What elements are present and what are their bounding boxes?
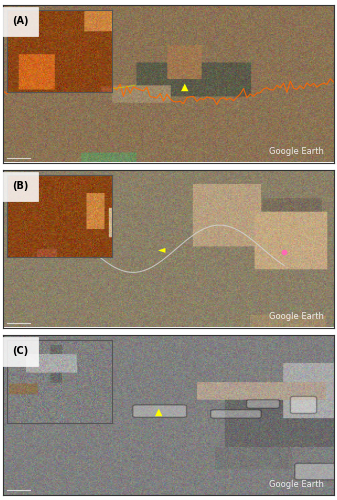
Text: (C): (C) <box>12 346 28 356</box>
FancyBboxPatch shape <box>133 405 187 417</box>
Text: Google Earth: Google Earth <box>269 480 324 488</box>
Text: ▲: ▲ <box>181 82 189 92</box>
Text: (A): (A) <box>12 16 29 26</box>
Text: Google Earth: Google Earth <box>269 312 324 321</box>
FancyBboxPatch shape <box>290 396 317 413</box>
Text: (B): (B) <box>12 182 28 192</box>
Text: ▲: ▲ <box>92 78 100 89</box>
FancyBboxPatch shape <box>247 400 279 408</box>
Text: ▲: ▲ <box>155 407 162 417</box>
FancyBboxPatch shape <box>295 464 337 479</box>
Text: ◄: ◄ <box>158 244 166 254</box>
Text: Google Earth: Google Earth <box>269 147 324 156</box>
FancyBboxPatch shape <box>211 410 261 418</box>
